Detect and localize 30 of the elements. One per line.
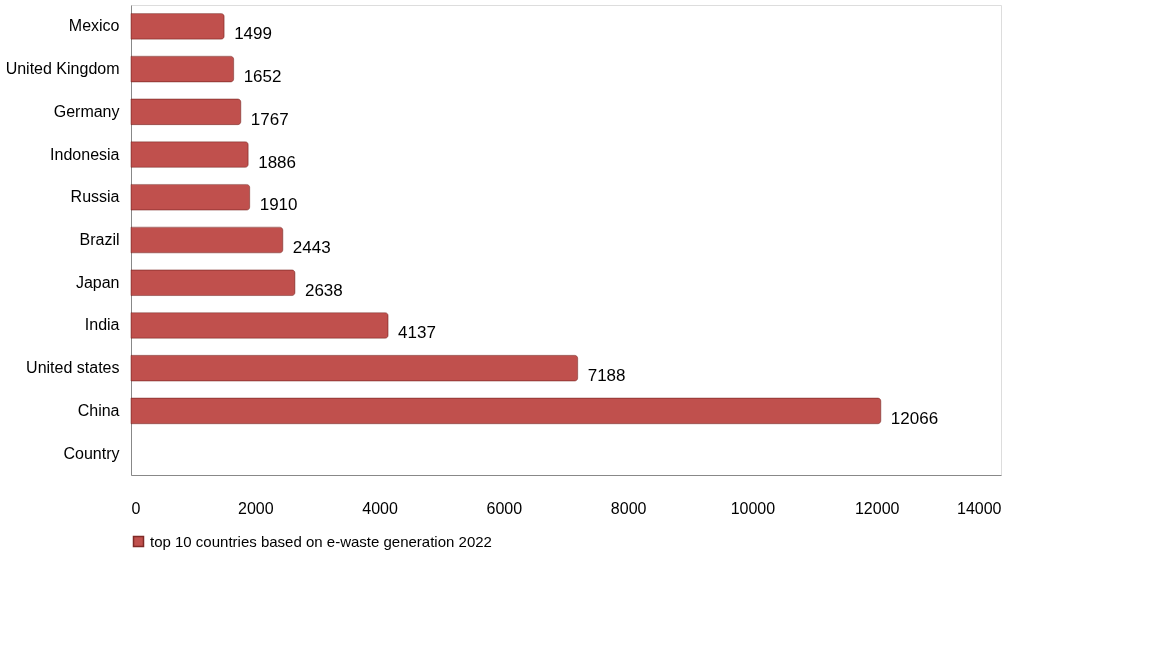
data-label: 1767 xyxy=(250,109,289,129)
data-label: 1499 xyxy=(234,24,272,44)
data-label: 2638 xyxy=(304,280,343,300)
y-tick-label: United states xyxy=(26,359,120,377)
x-tick-label: 12000 xyxy=(854,499,900,517)
data-label: 12066 xyxy=(890,408,939,428)
y-tick-label: Japan xyxy=(75,273,120,291)
data-label: 1910 xyxy=(259,195,298,215)
y-tick-label: Country xyxy=(63,444,120,462)
y-tick-label: Mexico xyxy=(68,17,120,35)
x-tick-label: 10000 xyxy=(730,499,776,517)
data-label: 2443 xyxy=(292,238,331,257)
x-tick-label: 4000 xyxy=(362,499,398,517)
x-tick-label: 8000 xyxy=(610,499,647,517)
y-tick-label: Russia xyxy=(70,188,120,206)
y-tick-label: China xyxy=(77,401,120,419)
data-label: 7188 xyxy=(587,366,626,386)
y-tick-label: Indonesia xyxy=(50,145,120,163)
legend-label: top 10 countries based on e-waste generation 2022 xyxy=(150,532,492,550)
data-label: 1886 xyxy=(258,152,297,172)
data-label: 1652 xyxy=(243,67,282,87)
x-tick-label: 0 xyxy=(131,499,141,517)
x-tick-label: 2000 xyxy=(237,499,274,517)
data-label: 4137 xyxy=(398,323,436,343)
y-tick-label: United Kingdom xyxy=(5,60,120,78)
y-tick-label: Brazil xyxy=(79,231,120,248)
y-tick-label: Germany xyxy=(53,102,120,120)
x-tick-label: 6000 xyxy=(486,499,523,517)
x-tick-label: 14000 xyxy=(957,499,1002,517)
y-tick-label: India xyxy=(84,316,120,334)
